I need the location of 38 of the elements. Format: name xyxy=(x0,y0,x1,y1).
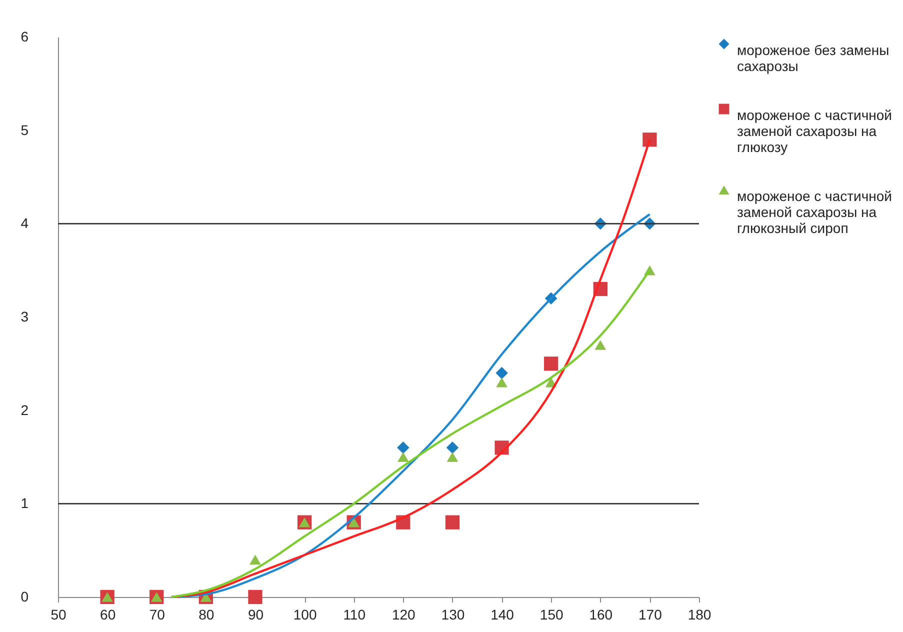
y-tick-label: 0 xyxy=(20,588,29,604)
legend-label: мороженое без замены сахарозы xyxy=(737,42,890,74)
x-tick-label: 150 xyxy=(540,606,564,622)
x-tick-label: 100 xyxy=(293,606,317,622)
point xyxy=(446,442,459,454)
x-tick-label: 80 xyxy=(198,606,214,622)
x-tick-label: 170 xyxy=(638,606,662,622)
y-tick-label: 1 xyxy=(20,495,29,512)
point xyxy=(496,377,508,388)
legend-label: мороженое с частичной заменой сахарозы на глюкозу xyxy=(737,107,892,155)
y-tick-label: 5 xyxy=(20,122,29,138)
point xyxy=(250,554,261,565)
point xyxy=(642,132,657,147)
point xyxy=(248,590,262,604)
x-tick-label: 60 xyxy=(100,606,116,622)
point xyxy=(397,442,410,454)
point xyxy=(446,452,458,462)
y-tick-label: 2 xyxy=(20,402,29,418)
x-tick-label: 160 xyxy=(589,606,613,622)
x-tick-label: 70 xyxy=(149,606,166,622)
x-tick-label: 50 xyxy=(50,606,66,622)
x-tick-label: 90 xyxy=(248,606,264,622)
y-tick-label: 3 xyxy=(20,308,29,324)
point xyxy=(397,452,409,462)
x-tick-label: 140 xyxy=(490,606,514,622)
y-tick-label: 6 xyxy=(20,28,29,44)
x-tick-label: 180 xyxy=(688,606,712,622)
point xyxy=(102,592,114,602)
point xyxy=(544,356,558,371)
point xyxy=(445,515,460,530)
x-tick-label: 110 xyxy=(343,606,366,622)
x-tick-label: 130 xyxy=(441,606,465,622)
y-tick-label: 4 xyxy=(20,215,29,232)
point xyxy=(150,592,162,602)
x-tick-label: 120 xyxy=(392,606,416,622)
point xyxy=(496,366,508,380)
point xyxy=(594,340,606,350)
legend-label: мороженое с частичной заменой сахарозы на глюкозный сироп xyxy=(737,188,892,236)
